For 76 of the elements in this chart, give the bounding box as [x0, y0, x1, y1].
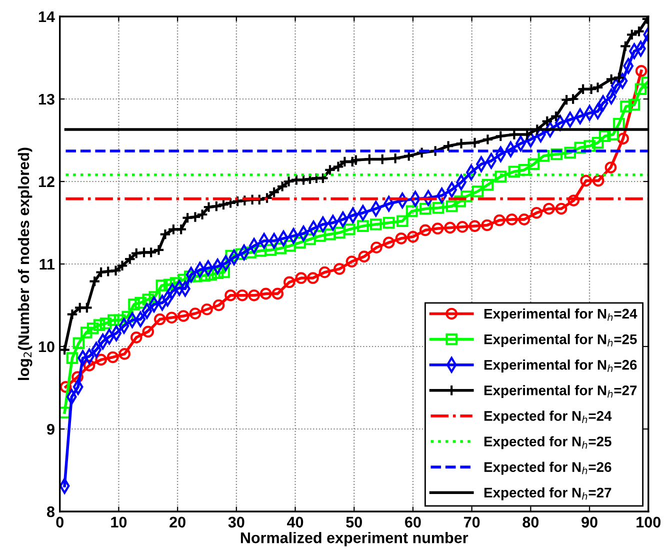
x-tick-label: 0	[56, 516, 64, 528]
y-tick-label: 8	[46, 506, 55, 518]
point	[236, 289, 248, 302]
point	[568, 194, 580, 206]
point	[142, 326, 154, 338]
legend-label: Expected for N$_{h}$=26	[484, 462, 612, 475]
point	[201, 303, 213, 316]
point	[295, 272, 308, 284]
point	[530, 206, 542, 219]
x-tick-label: 90	[582, 516, 598, 528]
point	[333, 263, 346, 275]
point	[592, 174, 604, 187]
point	[178, 310, 190, 322]
point	[358, 250, 370, 262]
x-tick-label: 70	[464, 516, 480, 528]
y-tick-label: 10	[38, 341, 54, 352]
point	[154, 313, 166, 326]
x-tick-label: 100	[636, 516, 660, 528]
point	[72, 371, 84, 383]
legend-label: Experimental for N$_{h}$=26	[484, 360, 637, 373]
legend-label: Expected for N$_{h}$=27	[484, 487, 612, 500]
point	[506, 214, 518, 226]
point	[95, 354, 107, 366]
point	[318, 266, 331, 278]
x-tick-label: 20	[170, 516, 186, 528]
point	[580, 174, 592, 187]
x-tick-label: 40	[286, 516, 304, 528]
point	[248, 289, 260, 302]
legend-label: Experimental for N$_{h}$=24	[484, 308, 638, 322]
x-tick-label: 80	[522, 516, 539, 528]
point	[635, 65, 648, 77]
point	[212, 299, 225, 312]
point	[106, 351, 119, 364]
legend-label: Expected for N$_{h}$=24	[484, 410, 612, 424]
point	[166, 312, 178, 324]
y-tick-label: 13	[38, 94, 54, 105]
point	[189, 308, 202, 320]
point	[307, 272, 319, 284]
point	[370, 242, 382, 254]
point	[543, 202, 555, 215]
point	[555, 202, 568, 215]
x-tick-label: 60	[405, 516, 421, 528]
point	[224, 289, 236, 302]
point	[494, 214, 506, 226]
point	[60, 381, 72, 393]
y-axis-title: log$_{2}$(Number of nodes explored)	[18, 148, 32, 380]
point	[130, 332, 142, 344]
legend-label: Experimental for N$_{h}$=27	[484, 385, 637, 398]
y-tick-label: 9	[47, 424, 54, 435]
point	[444, 222, 456, 234]
x-axis-title: Normalized experiment number	[240, 532, 468, 546]
legend-label: Experimental for N$_{h}$=25	[484, 334, 637, 347]
y-tick-label: 11	[40, 259, 55, 270]
point	[456, 220, 468, 233]
point	[272, 288, 284, 300]
x-tick-label: 30	[228, 516, 244, 528]
y-tick-label: 12	[38, 176, 54, 188]
point	[382, 236, 395, 248]
point	[419, 224, 432, 236]
y-tick-label: 14	[38, 12, 55, 22]
point	[604, 162, 617, 174]
point	[407, 230, 419, 243]
point	[518, 214, 530, 226]
point	[432, 222, 444, 234]
x-tick-label: 10	[111, 516, 127, 528]
point	[118, 348, 130, 360]
point	[395, 232, 408, 244]
point	[481, 219, 494, 232]
legend-label: Expected for N$_{h}$=25	[484, 436, 612, 450]
x-tick-label: 50	[346, 516, 362, 528]
point	[346, 256, 358, 268]
point	[283, 276, 296, 288]
point	[83, 360, 96, 372]
point	[468, 220, 481, 232]
point	[617, 132, 629, 145]
point	[260, 288, 272, 300]
